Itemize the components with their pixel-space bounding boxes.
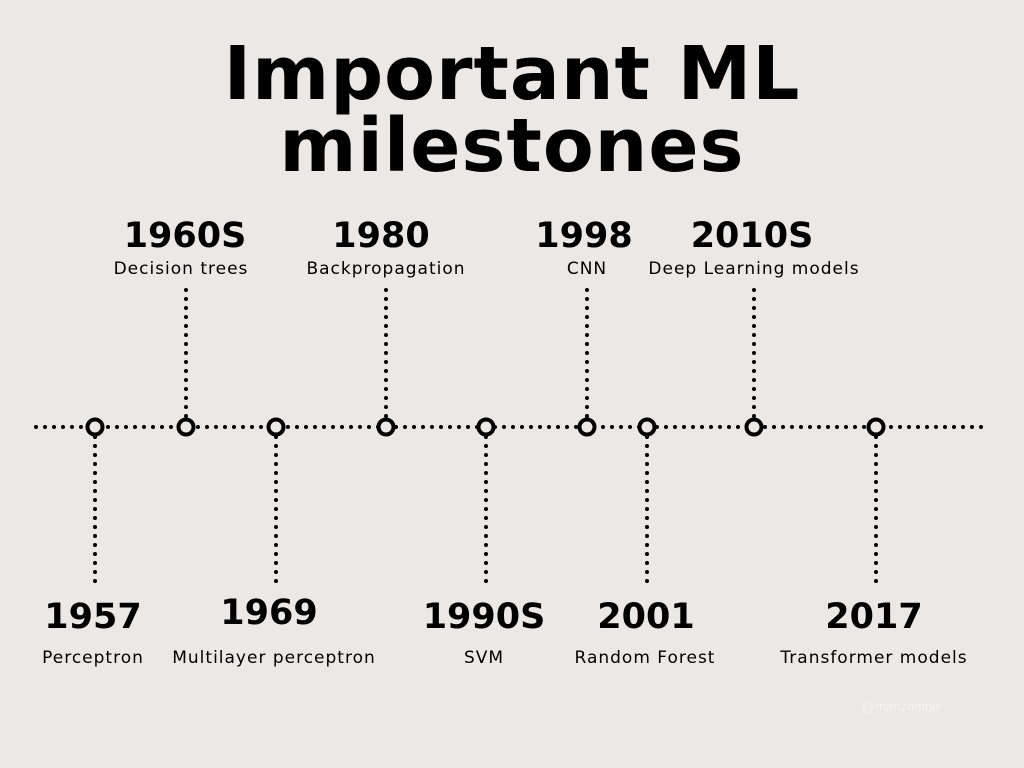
page-title: Important ML milestones <box>0 31 1024 189</box>
watermark: @marizombie <box>862 699 943 714</box>
milestone-node <box>637 417 657 437</box>
milestone-year: 1960S <box>123 216 247 256</box>
milestone-year: 2017 <box>825 597 923 637</box>
milestone-year: 2001 <box>597 597 695 637</box>
milestone-label: Multilayer perceptron <box>172 648 376 668</box>
milestone-node <box>266 417 286 437</box>
milestone-year: 1957 <box>44 597 142 637</box>
milestone-label: Random Forest <box>574 648 716 668</box>
milestone-year: 1998 <box>535 216 633 256</box>
title-line-1: Important ML <box>223 31 801 117</box>
milestone-label: Perceptron <box>42 648 144 668</box>
milestone-year: 1980 <box>332 216 430 256</box>
milestone-year: 1969 <box>220 593 318 633</box>
milestone-label: Backpropagation <box>306 259 466 279</box>
milestone-year: 2010S <box>690 216 814 256</box>
milestone-node <box>744 417 764 437</box>
milestone-label: SVM <box>463 648 505 668</box>
milestone-year: 1990S <box>422 597 546 637</box>
milestone-node <box>577 417 597 437</box>
milestone-node <box>85 417 105 437</box>
milestone-node <box>476 417 496 437</box>
title-line-2: milestones <box>279 103 745 189</box>
milestone-node <box>376 417 396 437</box>
milestone-label: Decision trees <box>113 259 249 279</box>
milestone-node <box>866 417 886 437</box>
milestone-label: CNN <box>566 259 608 279</box>
milestone-node <box>176 417 196 437</box>
milestone-label: Transformer models <box>780 648 968 668</box>
milestone-label: Deep Learning models <box>648 259 860 279</box>
